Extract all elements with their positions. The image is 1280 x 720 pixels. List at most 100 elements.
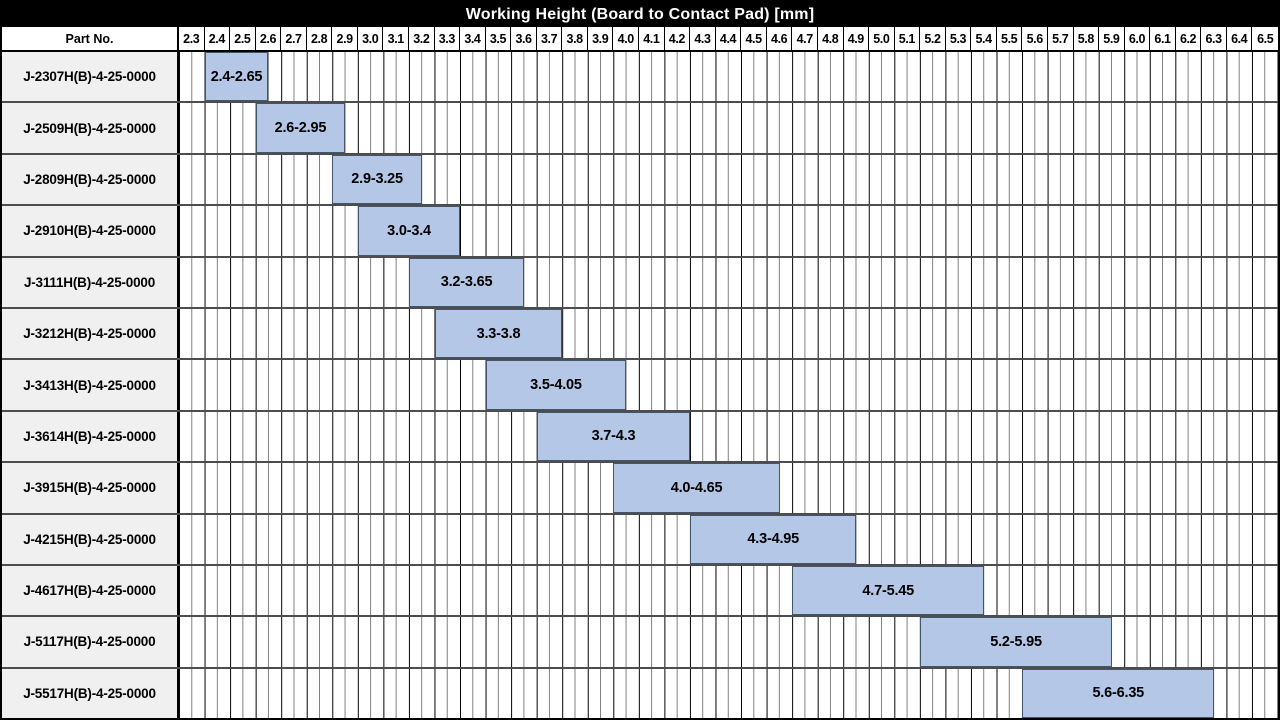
part-no-cell: J-3614H(B)-4-25-0000 [2,411,179,462]
axis-tick-label: 2.3 [179,27,205,50]
axis-tick-label: 4.7 [792,27,818,50]
range-bar: 3.2-3.65 [409,257,525,307]
axis-tick-label: 5.6 [1022,27,1048,50]
axis-tick-label: 6.2 [1176,27,1202,50]
range-bar: 3.0-3.4 [357,206,461,256]
header-row: Part No. 2.3 2.4 2.5 2.6 2.7 2.8 2.9 3.0 3.1 3.2 3… [2,27,1278,52]
row-grid-track: 3.5-4.05 [179,360,1278,410]
axis-tick-label: 4.4 [716,27,742,50]
row-grid-track: 3.3-3.8 [179,308,1278,359]
axis-tick-label: 6.4 [1227,27,1253,50]
axis-tick-label: 5.5 [997,27,1023,50]
axis-tick-label: 4.3 [690,27,716,50]
table-row: J-5517H(B)-4-25-0000 5.6-6.35 [2,668,1278,719]
row-grid-track: 5.6-6.35 [179,668,1278,719]
axis-tick-label: 3.3 [435,27,461,50]
table-body: J-2307H(B)-4-25-0000 2.4-2.65 J-2509H(B)-4… [2,52,1278,719]
axis-tick-row: 2.3 2.4 2.5 2.6 2.7 2.8 2.9 3.0 3.1 3.2 3.3 3.4 3.5 3… [179,27,1278,50]
axis-tick-label: 2.8 [307,27,333,50]
range-bar: 4.3-4.95 [690,514,857,564]
axis-tick-label: 3.8 [562,27,588,50]
axis-tick-label: 2.6 [256,27,282,50]
axis-tick-label: 3.1 [383,27,410,50]
axis-tick-label: 5.2 [920,27,946,50]
table-row: J-3413H(B)-4-25-0000 3.5-4.05 [2,360,1278,412]
table-row: J-5117H(B)-4-25-0000 5.2-5.95 [2,617,1278,669]
table-row: J-4617H(B)-4-25-0000 4.7-5.45 [2,565,1278,618]
axis-tick-label: 6.1 [1150,27,1176,50]
axis-tick-label: 2.4 [205,27,231,50]
axis-tick-label: 2.5 [230,27,256,50]
axis-tick-label: 5.9 [1099,27,1125,50]
row-grid-track: 4.0-4.65 [179,463,1278,513]
table-row: J-3111H(B)-4-25-0000 3.2-3.65 [2,257,1278,309]
range-bar: 2.4-2.65 [204,52,269,102]
row-grid-track: 2.4-2.65 [179,52,1278,102]
part-no-cell: J-5117H(B)-4-25-0000 [2,617,179,667]
chart-title: Working Height (Board to Contact Pad) [m… [2,2,1278,27]
part-no-cell: J-4215H(B)-4-25-0000 [2,514,179,564]
range-bar: 5.2-5.95 [920,617,1112,667]
part-no-cell: J-2509H(B)-4-25-0000 [2,103,179,153]
axis-tick-label: 6.3 [1201,27,1227,50]
axis-tick-label: 3.9 [588,27,614,50]
range-bar: 3.3-3.8 [434,308,563,359]
axis-tick-label: 3.4 [460,27,486,50]
axis-tick-label: 3.7 [537,27,563,50]
axis-tick-label: 4.0 [613,27,640,50]
range-bar: 2.9-3.25 [332,154,422,205]
part-no-cell: J-3111H(B)-4-25-0000 [2,257,179,307]
range-bar: 5.6-6.35 [1022,668,1215,719]
table-row: J-2910H(B)-4-25-0000 3.0-3.4 [2,206,1278,258]
range-bar: 2.6-2.95 [255,103,346,153]
axis-tick-label: 5.0 [869,27,895,50]
row-grid-track: 2.9-3.25 [179,154,1278,205]
axis-tick-label: 5.1 [895,27,921,50]
axis-tick-label: 4.6 [767,27,793,50]
table-row: J-3212H(B)-4-25-0000 3.3-3.8 [2,308,1278,361]
axis-tick-label: 3.0 [358,27,384,50]
axis-tick-label: 6.5 [1257,31,1274,46]
axis-tick-label: 5.4 [971,27,997,50]
axis-tick-label: 6.0 [1125,27,1151,50]
table-row: J-3915H(B)-4-25-0000 4.0-4.65 [2,463,1278,515]
range-bar: 4.7-5.45 [792,565,985,616]
row-grid-track: 3.0-3.4 [179,206,1278,256]
part-no-cell: J-2809H(B)-4-25-0000 [2,154,179,205]
row-grid-track: 3.2-3.65 [179,257,1278,307]
axis-tick-label: 3.6 [511,27,537,50]
part-no-cell: J-2910H(B)-4-25-0000 [2,206,179,256]
axis-tick-label: 5.7 [1048,27,1074,50]
row-grid-track: 5.2-5.95 [179,617,1278,667]
part-no-column-header: Part No. [2,27,179,50]
axis-tick-label: 4.2 [665,27,691,50]
row-grid-track: 2.6-2.95 [179,103,1278,153]
axis-tick-label: 4.5 [741,27,767,50]
range-bar: 4.0-4.65 [613,463,780,513]
range-bar: 3.5-4.05 [485,360,627,410]
row-grid-track: 4.3-4.95 [179,514,1278,564]
table-row: J-3614H(B)-4-25-0000 3.7-4.3 [2,411,1278,464]
part-no-cell: J-3915H(B)-4-25-0000 [2,463,179,513]
axis-tick-label: 4.8 [818,27,844,50]
part-no-cell: J-2307H(B)-4-25-0000 [2,52,179,102]
table-row: J-2809H(B)-4-25-0000 2.9-3.25 [2,154,1278,207]
table-row: J-2307H(B)-4-25-0000 2.4-2.65 [2,52,1278,104]
axis-tick-label: 5.8 [1074,27,1100,50]
axis-tick-label: 3.5 [486,27,512,50]
axis-tick-label: 2.9 [332,27,358,50]
part-no-cell: J-3413H(B)-4-25-0000 [2,360,179,410]
axis-tick-label: 5.3 [946,27,972,50]
part-no-cell: J-4617H(B)-4-25-0000 [2,565,179,616]
axis-tick-label: 4.9 [844,27,870,50]
row-grid-track: 4.7-5.45 [179,565,1278,616]
axis-tick-label: 4.1 [639,27,665,50]
table-row: J-2509H(B)-4-25-0000 2.6-2.95 [2,103,1278,155]
axis-tick-label: 3.2 [409,27,435,50]
part-no-cell: J-3212H(B)-4-25-0000 [2,308,179,359]
axis-tick-label: 2.7 [281,27,307,50]
range-bar: 3.7-4.3 [536,411,691,462]
part-no-cell: J-5517H(B)-4-25-0000 [2,668,179,719]
row-grid-track: 3.7-4.3 [179,411,1278,462]
